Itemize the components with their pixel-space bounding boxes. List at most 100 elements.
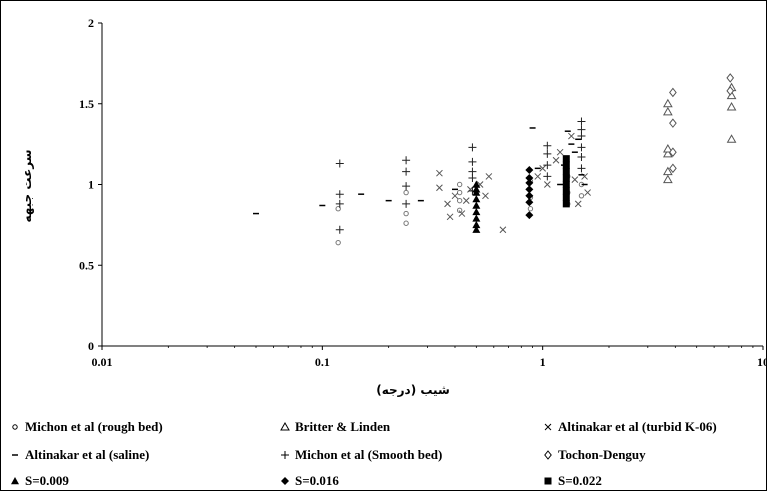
data-point-x bbox=[544, 423, 552, 431]
y-tick-label: 0 bbox=[88, 339, 94, 353]
data-point-diamond-open bbox=[726, 73, 735, 83]
data-point-triangle-open bbox=[662, 148, 673, 158]
data-point-x bbox=[499, 226, 507, 234]
data-point-diamond-open bbox=[726, 86, 735, 96]
data-point-triangle-open bbox=[662, 143, 673, 153]
data-point-x bbox=[451, 192, 459, 200]
data-point-plus bbox=[402, 182, 411, 191]
x-tick-label: 0.1 bbox=[315, 355, 330, 369]
data-point-circle bbox=[456, 197, 463, 204]
legend-item: S=0.022 bbox=[544, 473, 602, 488]
legend-item: Altinakar et al (saline) bbox=[12, 447, 149, 462]
legend-item: Tochon-Denguy bbox=[544, 447, 646, 462]
legend-item: Michon et al (rough bed) bbox=[12, 419, 163, 434]
data-point-x bbox=[552, 156, 560, 164]
data-point-triangle-filled bbox=[472, 195, 481, 203]
data-point-plus bbox=[468, 143, 477, 152]
legend-item: S=0.009 bbox=[11, 473, 69, 488]
data-point-plus bbox=[468, 157, 477, 166]
data-point-x bbox=[482, 192, 489, 200]
legend-label: Michon et al (Smooth bed) bbox=[295, 447, 442, 462]
data-point-diamond-filled bbox=[525, 165, 534, 174]
legend-item: Michon et al (Smooth bed) bbox=[281, 447, 442, 462]
data-point-diamond-open bbox=[669, 118, 677, 128]
data-point-triangle-filled bbox=[472, 207, 481, 216]
y-tick-label: 1.5 bbox=[79, 97, 94, 111]
data-point-plus bbox=[543, 161, 552, 170]
legend-label: S=0.022 bbox=[558, 473, 602, 488]
data-point-triangle-open bbox=[662, 106, 673, 116]
data-point-plus bbox=[402, 167, 411, 176]
data-point-plus bbox=[335, 190, 344, 199]
data-point-plus bbox=[335, 199, 344, 208]
legend-item: Britter & Linden bbox=[280, 419, 391, 434]
legend: Michon et al (rough bed) Britter & Linden… bbox=[11, 419, 717, 488]
legend-item: Altinakar et al (turbid K-06) bbox=[544, 419, 717, 434]
data-point-square-filled bbox=[562, 193, 570, 201]
data-point-triangle-filled bbox=[472, 180, 481, 188]
data-point-triangle-open bbox=[662, 166, 673, 176]
data-point-square-filled bbox=[544, 477, 552, 485]
data-point-plus bbox=[335, 159, 344, 168]
data-point-square-filled bbox=[562, 168, 570, 176]
data-point-square-filled bbox=[562, 200, 570, 208]
legend-label: Michon et al (rough bed) bbox=[25, 419, 163, 434]
data-point-square-filled bbox=[562, 187, 570, 195]
data-point-circle bbox=[335, 206, 341, 212]
data-point-diamond-open bbox=[669, 147, 677, 158]
data-point-plus bbox=[335, 225, 344, 234]
data-point-plus bbox=[402, 199, 411, 208]
data-point-diamond-open bbox=[669, 163, 677, 174]
data-points bbox=[253, 73, 737, 246]
data-point-x bbox=[436, 169, 443, 177]
data-point-plus bbox=[577, 164, 586, 173]
data-point-square-filled bbox=[562, 174, 570, 182]
data-point-triangle-filled bbox=[472, 214, 481, 222]
data-point-x bbox=[444, 200, 451, 208]
data-point-square-filled bbox=[562, 161, 570, 169]
x-axis-label: شیب (درجه) bbox=[376, 383, 450, 397]
data-point-diamond-filled bbox=[525, 174, 534, 183]
data-point-circle bbox=[403, 220, 409, 226]
data-point-x bbox=[556, 148, 564, 156]
data-point-circle bbox=[403, 210, 409, 217]
data-point-x bbox=[543, 181, 551, 188]
data-point-plus bbox=[281, 451, 289, 459]
data-point-circle bbox=[527, 206, 534, 212]
legend-label: S=0.016 bbox=[295, 473, 339, 488]
data-point-x bbox=[534, 173, 542, 180]
legend-label: Altinakar et al (turbid K-06) bbox=[558, 419, 717, 434]
data-point-x bbox=[571, 176, 579, 184]
data-point-triangle-open bbox=[662, 98, 673, 108]
data-point-plus bbox=[577, 132, 586, 141]
data-point-triangle-open bbox=[726, 101, 737, 111]
data-point-x bbox=[539, 164, 547, 172]
data-point-circle bbox=[456, 189, 463, 196]
data-point-triangle-filled bbox=[11, 477, 19, 485]
data-point-triangle-filled bbox=[472, 201, 481, 209]
legend-label: Altinakar et al (saline) bbox=[25, 447, 149, 462]
data-point-circle bbox=[403, 189, 409, 196]
data-point-circle bbox=[456, 181, 463, 188]
y-tick-label: 1 bbox=[88, 178, 94, 192]
data-point-circle bbox=[335, 239, 341, 246]
legend-label: Britter & Linden bbox=[295, 419, 391, 434]
x-tick-label: 10 bbox=[757, 355, 766, 369]
data-point-circle bbox=[578, 193, 585, 199]
data-point-x bbox=[436, 184, 443, 192]
data-point-square-filled bbox=[562, 155, 570, 163]
data-point-diamond-filled bbox=[525, 211, 534, 220]
data-point-triangle-open bbox=[662, 174, 673, 184]
data-point-triangle-filled bbox=[472, 225, 481, 233]
data-point-x bbox=[584, 189, 591, 196]
data-point-x bbox=[462, 197, 470, 205]
data-point-diamond-filled bbox=[525, 178, 534, 187]
data-point-triangle-filled bbox=[472, 220, 481, 229]
data-point-triangle-open bbox=[726, 90, 737, 100]
data-point-triangle-filled bbox=[472, 185, 481, 193]
data-point-x bbox=[446, 213, 454, 221]
data-point-circle bbox=[12, 424, 18, 430]
axes: 0 0.5 1 1.5 2 0.01 0.1 1 10 bbox=[79, 16, 766, 369]
